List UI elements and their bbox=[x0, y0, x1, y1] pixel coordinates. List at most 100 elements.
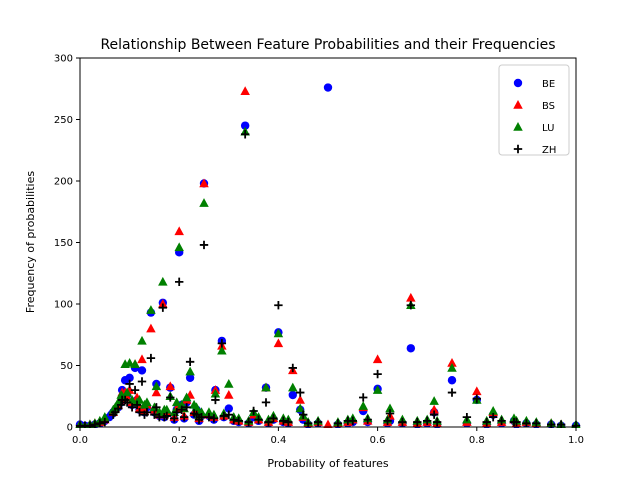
y-tick-label: 150 bbox=[54, 238, 73, 249]
legend-item-bs: BS bbox=[513, 100, 555, 112]
y-tick-label: 50 bbox=[60, 361, 73, 372]
data-point bbox=[512, 417, 521, 427]
data-point bbox=[358, 401, 368, 410]
data-point bbox=[197, 412, 206, 422]
data-point bbox=[146, 323, 156, 333]
data-point bbox=[204, 412, 214, 422]
y-axis-label: Frequency of probabilities bbox=[24, 171, 37, 313]
data-point bbox=[299, 410, 308, 419]
data-point bbox=[274, 301, 283, 310]
data-point bbox=[288, 382, 298, 392]
x-axis: 0.0 0.2 0.4 0.6 0.8 1.0 bbox=[72, 427, 584, 446]
data-point bbox=[199, 178, 209, 188]
data-point bbox=[406, 292, 416, 302]
data-point bbox=[372, 354, 383, 364]
x-tick-label: 1.0 bbox=[568, 435, 584, 446]
legend-label: BS bbox=[542, 101, 555, 112]
x-tick-label: 0.8 bbox=[469, 435, 485, 446]
data-point bbox=[158, 299, 168, 308]
legend-item-be: BE bbox=[513, 78, 555, 90]
data-point bbox=[532, 419, 541, 428]
data-point bbox=[254, 415, 263, 424]
legend-label: ZH bbox=[542, 145, 556, 156]
data-point bbox=[137, 377, 147, 386]
data-point bbox=[175, 277, 184, 287]
data-point bbox=[155, 412, 164, 422]
legend-marker bbox=[513, 144, 523, 154]
data-point bbox=[95, 419, 105, 428]
data-point bbox=[249, 406, 258, 416]
data-point bbox=[295, 394, 305, 404]
x-tick-label: 0.4 bbox=[270, 435, 286, 446]
data-point bbox=[273, 338, 284, 348]
data-point bbox=[373, 369, 382, 379]
data-point bbox=[423, 416, 432, 426]
data-point bbox=[152, 403, 161, 412]
data-point bbox=[100, 417, 109, 427]
data-point bbox=[429, 396, 439, 405]
data-point bbox=[137, 335, 147, 345]
data-point bbox=[127, 403, 137, 412]
data-point bbox=[125, 379, 134, 389]
data-point bbox=[343, 416, 353, 426]
data-point bbox=[120, 359, 130, 369]
data-point bbox=[132, 400, 142, 410]
data-point bbox=[122, 387, 132, 397]
data-point bbox=[142, 397, 152, 407]
data-point bbox=[229, 415, 238, 424]
data-point bbox=[117, 395, 127, 405]
data-point bbox=[288, 363, 297, 373]
data-point bbox=[359, 393, 368, 402]
y-tick-label: 0 bbox=[67, 423, 73, 434]
data-point bbox=[224, 410, 233, 419]
data-point bbox=[323, 83, 333, 92]
data-point bbox=[217, 345, 227, 355]
legend-label: LU bbox=[542, 123, 554, 134]
data-point bbox=[447, 362, 457, 372]
legend-marker bbox=[513, 122, 523, 131]
data-point bbox=[288, 390, 297, 400]
data-point bbox=[224, 390, 234, 399]
data-point bbox=[429, 404, 439, 414]
data-point bbox=[217, 339, 227, 348]
data-point bbox=[264, 417, 273, 427]
data-point bbox=[462, 412, 472, 422]
x-tick-label: 0.6 bbox=[370, 435, 386, 446]
data-point bbox=[406, 344, 416, 353]
data-point bbox=[182, 403, 191, 412]
data-point bbox=[273, 328, 284, 338]
data-point bbox=[240, 130, 250, 139]
data-point bbox=[385, 403, 395, 413]
data-point bbox=[488, 412, 498, 422]
data-point bbox=[261, 398, 271, 407]
data-point bbox=[447, 376, 457, 385]
data-point bbox=[199, 240, 209, 250]
data-point bbox=[177, 405, 186, 414]
data-point bbox=[219, 411, 229, 421]
data-point bbox=[122, 398, 132, 407]
data-point bbox=[174, 226, 184, 236]
data-point bbox=[261, 382, 271, 392]
data-point bbox=[100, 412, 110, 421]
data-point bbox=[224, 378, 234, 388]
legend-item-lu: LU bbox=[513, 122, 554, 134]
data-point bbox=[146, 353, 156, 363]
data-point bbox=[170, 414, 179, 423]
data-point bbox=[162, 411, 171, 421]
data-point bbox=[385, 409, 395, 418]
data-point bbox=[185, 366, 195, 376]
data-point bbox=[162, 404, 172, 414]
legend: BE BS LU ZH bbox=[498, 64, 570, 156]
series-zh bbox=[75, 130, 581, 428]
data-point bbox=[244, 417, 253, 427]
y-tick-label: 200 bbox=[54, 177, 73, 188]
data-point bbox=[199, 198, 209, 207]
data-point bbox=[398, 417, 407, 427]
data-point bbox=[134, 403, 145, 413]
y-tick-label: 300 bbox=[54, 54, 73, 65]
data-point bbox=[185, 357, 195, 367]
data-point bbox=[279, 416, 288, 426]
data-point bbox=[488, 406, 498, 415]
data-point bbox=[472, 394, 481, 403]
